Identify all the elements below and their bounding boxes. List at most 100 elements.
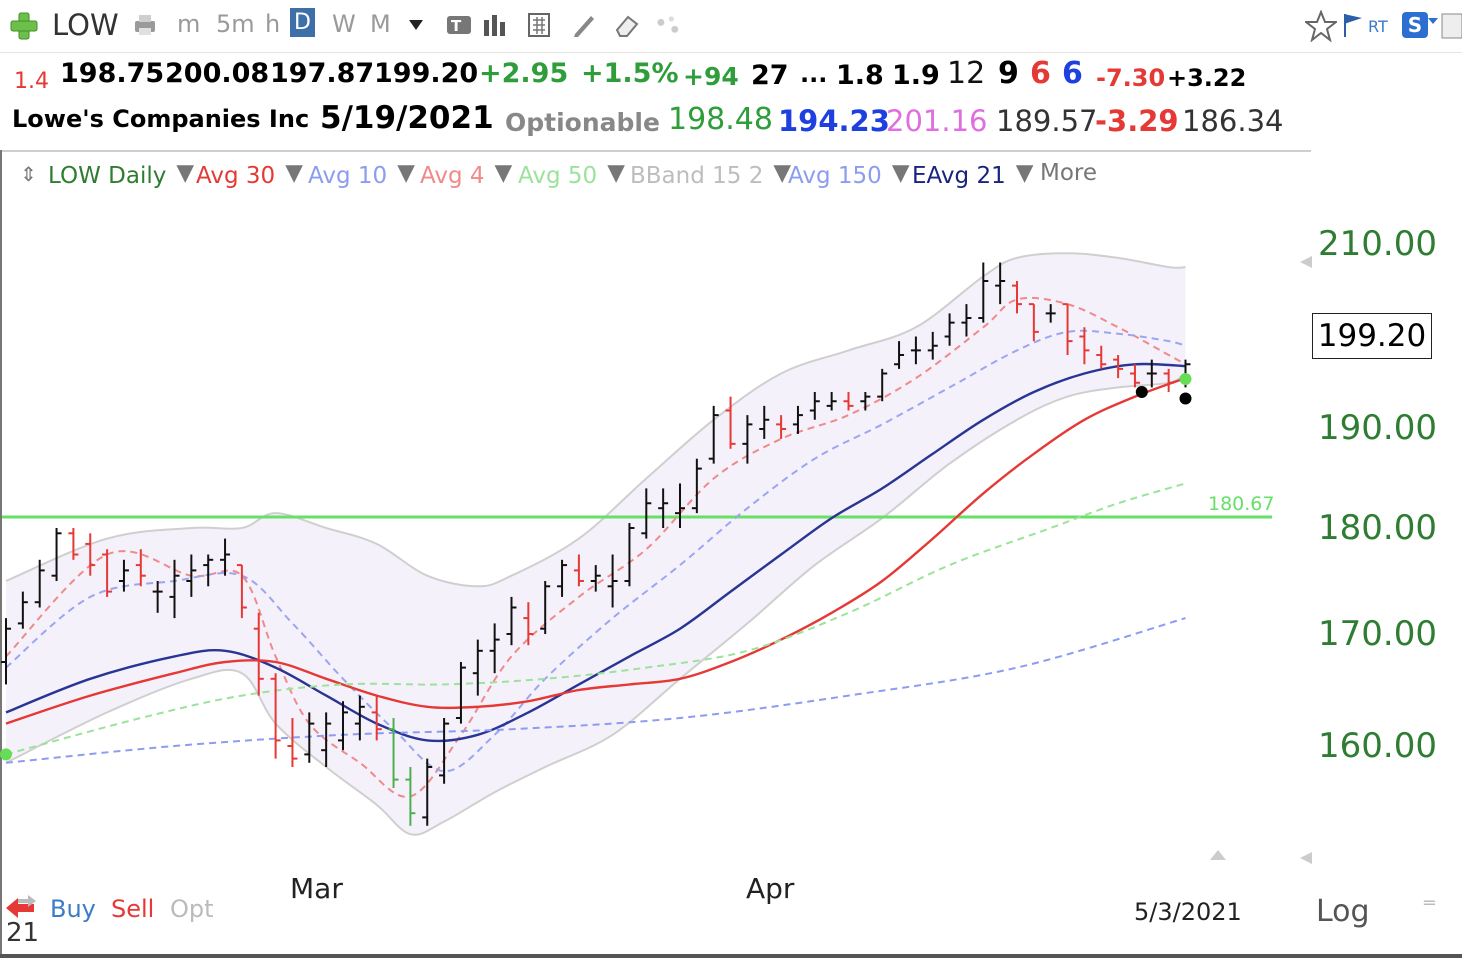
- ohlc-bar: [523, 602, 534, 646]
- chevron-down-icon[interactable]: ▼: [494, 160, 513, 186]
- ohlc-bar: [253, 612, 264, 696]
- chevron-down-icon[interactable]: ▼: [1015, 160, 1034, 186]
- text-tool-icon[interactable]: T: [446, 12, 472, 38]
- star-icon[interactable]: [1305, 10, 1337, 42]
- chevron-down-icon[interactable]: ▼: [773, 160, 792, 186]
- legend-label: LOW Daily: [48, 163, 167, 189]
- scroll-left-arrow: [1300, 256, 1312, 268]
- ohlc-bar: [17, 591, 28, 629]
- timeframe-monthly[interactable]: M: [370, 10, 391, 38]
- price-chart[interactable]: 180.67: [0, 150, 1462, 958]
- legend-item-avg4[interactable]: Avg 4 ▼: [420, 160, 512, 189]
- ohlc-bar: [422, 758, 433, 826]
- axis-decorations: [1210, 256, 1312, 864]
- signal-dot: [0, 748, 12, 761]
- bband-lower-line: [5, 372, 1187, 836]
- chevron-down-icon[interactable]: ▼: [891, 160, 910, 186]
- ohlc-bar: [321, 712, 332, 767]
- calculator-icon[interactable]: [527, 12, 553, 38]
- flag-icon[interactable]: [1342, 12, 1364, 38]
- value-neg-7-30: -7.30: [1096, 64, 1166, 92]
- menu-lines-icon[interactable]: ═: [1424, 893, 1435, 914]
- window-icon[interactable]: [1440, 12, 1462, 40]
- ohlc-bar: [169, 559, 180, 619]
- ma-line-avg-10: [5, 329, 1186, 773]
- chevron-down-icon[interactable]: ▼: [397, 160, 415, 186]
- ohlc-bar: [624, 523, 635, 587]
- eraser-icon[interactable]: [614, 12, 640, 38]
- log-scale-toggle[interactable]: Log: [1316, 894, 1370, 929]
- small-chevron-down-icon[interactable]: [1428, 16, 1438, 26]
- chart-left-border: [0, 150, 2, 955]
- chevron-down-icon[interactable]: [407, 18, 425, 32]
- timeframe-1min[interactable]: m: [177, 10, 201, 38]
- ratio-value: 1.4: [14, 69, 49, 94]
- social-button[interactable]: S: [1402, 12, 1428, 38]
- ohlc-bar: [152, 581, 163, 613]
- ohlc-bars: [1, 262, 1191, 826]
- ellipsis: ...: [800, 60, 828, 88]
- symbol-input[interactable]: LOW: [52, 8, 119, 42]
- ohlc-bar: [489, 623, 500, 674]
- ohlc-bar: [1129, 364, 1140, 388]
- trade-arrows-icon[interactable]: [4, 893, 38, 923]
- ohlc-bar: [792, 405, 803, 434]
- ohlc-bar: [51, 528, 62, 581]
- last-date-label: 5/3/2021: [1134, 898, 1242, 926]
- ohlc-bar: [1163, 368, 1174, 392]
- dots-icon[interactable]: [654, 12, 680, 38]
- ohlc-bar: [725, 396, 736, 449]
- price-green: 198.48: [668, 102, 773, 137]
- ohlc-bar: [102, 549, 113, 597]
- legend-item-avg30[interactable]: Avg 30 ▼: [196, 160, 303, 189]
- ohlc-bar: [1079, 327, 1090, 365]
- chevron-down-icon[interactable]: ▼: [607, 160, 625, 186]
- y-tick: 180.00: [1318, 508, 1437, 548]
- low-value: 197.87: [270, 58, 375, 89]
- ohlc-bar: [826, 392, 837, 411]
- draw-pencil-icon[interactable]: [571, 12, 597, 38]
- legend-item-bband[interactable]: BBand 15 2 ▼: [630, 160, 791, 189]
- ohlc-bar: [641, 488, 652, 539]
- signal-dot: [1179, 392, 1192, 405]
- ohlc-bar: [1062, 303, 1073, 355]
- ohlc-bar: [1146, 359, 1157, 388]
- bar-chart-icon[interactable]: [482, 12, 508, 38]
- legend-more-button[interactable]: More: [1040, 160, 1098, 186]
- horizontal-level-line[interactable]: 180.67: [2, 493, 1274, 519]
- ohlc-bar: [270, 673, 281, 759]
- signal-dot: [1179, 373, 1192, 386]
- ohlc-bar: [354, 695, 365, 741]
- quote-row-1: 1.4 198.75 200.08 197.87 199.20 +2.95 +1…: [0, 54, 1300, 98]
- optionable-label: Optionable: [505, 108, 660, 137]
- legend-label: Avg 150: [788, 163, 882, 189]
- add-symbol-icon[interactable]: [8, 10, 40, 42]
- buy-button[interactable]: Buy: [50, 895, 96, 923]
- price-blue: 194.23: [778, 104, 890, 138]
- timeframe-hour[interactable]: h: [265, 10, 281, 38]
- timeframe-weekly[interactable]: W: [332, 10, 356, 38]
- realtime-label[interactable]: RT: [1368, 17, 1388, 36]
- signal-dot: [1135, 386, 1148, 398]
- legend-item-eavg21[interactable]: EAvg 21 ▼: [912, 160, 1033, 189]
- chevron-down-icon[interactable]: ▼: [176, 160, 195, 186]
- legend-item-low-daily[interactable]: LOW Daily ▼: [48, 160, 194, 189]
- moving-averages: [5, 296, 1186, 798]
- ohlc-bar: [978, 262, 989, 323]
- chevron-down-icon[interactable]: ▼: [285, 160, 303, 186]
- option-button[interactable]: Opt: [170, 895, 214, 923]
- sell-button[interactable]: Sell: [111, 895, 155, 923]
- legend-item-avg10[interactable]: Avg 10 ▼: [308, 160, 415, 189]
- ohlc-bar: [776, 415, 787, 439]
- print-icon[interactable]: [132, 12, 158, 38]
- ma-line-eavg-21: [5, 362, 1186, 743]
- resize-handle-icon[interactable]: ⇕: [20, 162, 37, 186]
- timeframe-daily[interactable]: D: [290, 8, 315, 37]
- legend-item-avg50[interactable]: Avg 50 ▼: [518, 160, 625, 189]
- value-pos-3-22: +3.22: [1167, 64, 1247, 92]
- ohlc-bar: [472, 639, 483, 696]
- ohlc-bar: [1, 618, 11, 685]
- high-value: 200.08: [165, 58, 270, 89]
- legend-item-avg150[interactable]: Avg 150 ▼: [788, 160, 910, 189]
- timeframe-5min[interactable]: 5m: [216, 10, 255, 38]
